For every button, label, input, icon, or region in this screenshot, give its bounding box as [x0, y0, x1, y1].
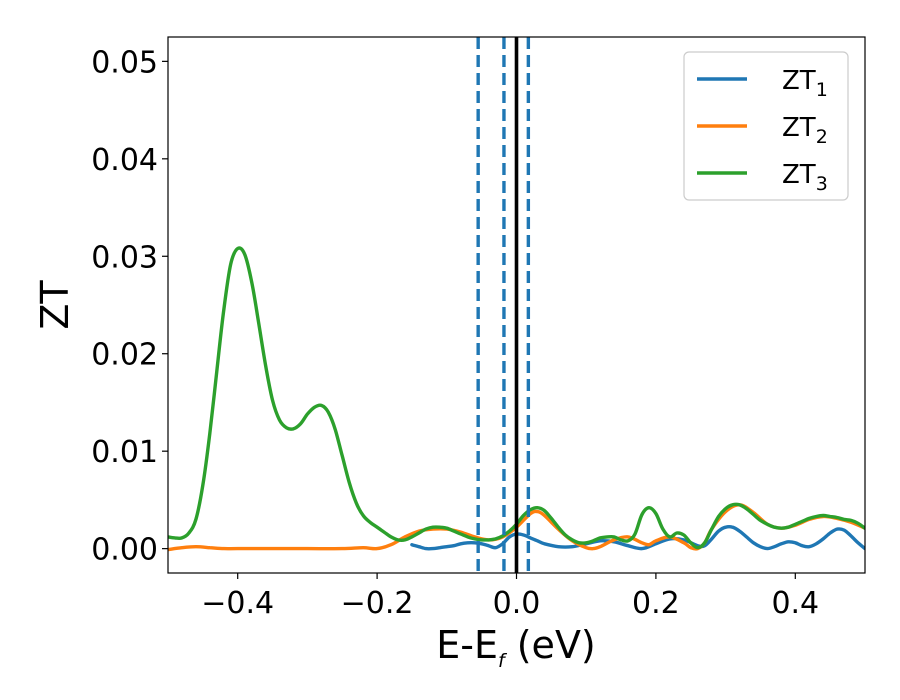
- legend-label-zt1: ZT1: [782, 66, 828, 101]
- legend: ZT1 ZT2 ZT3: [683, 51, 849, 201]
- y-tick-label: 0.04: [91, 143, 158, 178]
- legend-label-zt3: ZT3: [782, 160, 828, 195]
- y-tick-label: 0.05: [91, 45, 158, 80]
- legend-box: [683, 51, 849, 201]
- x-axis-title: E-Ef (eV): [436, 623, 596, 672]
- x-tick-label: −0.4: [201, 586, 274, 621]
- y-tick-label: 0.00: [91, 533, 158, 568]
- legend-label-zt2: ZT2: [782, 113, 828, 148]
- y-tick-label: 0.02: [91, 338, 158, 373]
- y-tick-label: 0.01: [91, 435, 158, 470]
- x-tick-label: 0.2: [632, 586, 680, 621]
- reference-lines: [476, 37, 531, 573]
- series-line-zt1: [410, 524, 865, 551]
- x-axis-ticks: −0.4 −0.2 0.0 0.2 0.4: [201, 573, 819, 621]
- x-tick-label: 0.0: [493, 586, 541, 621]
- x-tick-label: 0.4: [771, 586, 819, 621]
- x-tick-label: −0.2: [341, 586, 414, 621]
- y-axis-title: ZT: [33, 280, 77, 330]
- legend-items: ZT1 ZT2 ZT3: [697, 66, 828, 195]
- y-tick-label: 0.03: [91, 240, 158, 275]
- y-axis-ticks: 0.00 0.01 0.02 0.03 0.04 0.05: [91, 45, 168, 568]
